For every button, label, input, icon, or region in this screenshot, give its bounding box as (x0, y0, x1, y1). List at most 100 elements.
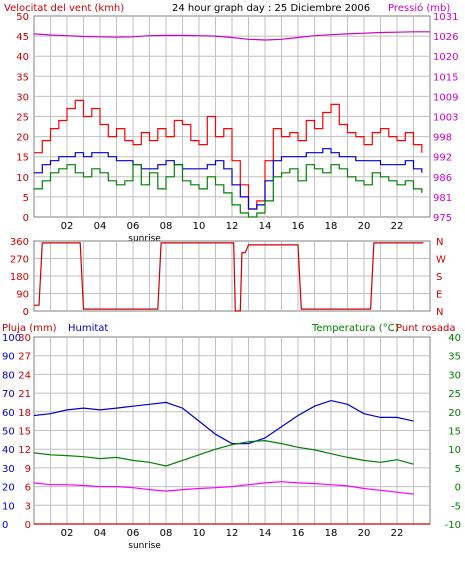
hour-tick-label: 10 (193, 221, 206, 232)
direction-tick-label: 0 (23, 307, 29, 318)
hour-tick-label: 02 (61, 528, 74, 539)
compass-tick-label: N (436, 307, 443, 318)
wind-tick-label: 10 (16, 173, 29, 184)
direction-tick-label: 90 (16, 290, 29, 301)
rain-tick-label: 0 (2, 520, 8, 531)
dewpoint-line (33, 481, 414, 495)
pressure-tick-label: 992 (433, 153, 452, 164)
hour-tick-label: 16 (292, 528, 305, 539)
hour-tick-label: 16 (292, 221, 305, 232)
rain-axis-title: Pluja (mm) (2, 323, 57, 334)
temperature-tick-label: 15 (448, 427, 461, 438)
temperature-axis-title: Temperatura (°C) (311, 323, 399, 334)
temperature-tick-label: 10 (448, 445, 461, 456)
hour-tick-label: 06 (127, 221, 140, 232)
humidity-tick-label: 0 (25, 520, 31, 531)
pressure-tick-label: 1003 (433, 113, 458, 124)
wind-pressure-panel: 0510152025303540455097598198699299810031… (16, 12, 458, 244)
temperature-tick-label: -10 (445, 520, 461, 531)
humidity-tick-label: 15 (18, 427, 31, 438)
wind-tick-label: 30 (16, 92, 29, 103)
humidity-temperature-panel: 0102030405060708090100036912151821242730… (2, 333, 461, 551)
wind-low-line (34, 164, 423, 218)
hour-tick-label: 04 (94, 528, 107, 539)
wind-tick-label: 45 (16, 32, 29, 43)
humidity-tick-label: 30 (18, 333, 31, 344)
temperature-tick-label: 40 (448, 333, 461, 344)
wind-average-line (34, 148, 423, 210)
humidity-axis-title: Humitat (68, 323, 108, 334)
hour-tick-label: 06 (127, 528, 140, 539)
wind-tick-label: 35 (16, 72, 29, 83)
compass-tick-label: W (436, 255, 446, 266)
wind-tick-label: 5 (23, 193, 29, 204)
hour-tick-label: 02 (61, 221, 74, 232)
temperature-tick-label: 20 (448, 408, 461, 419)
pressure-tick-label: 975 (433, 213, 452, 224)
pressure-tick-label: 1015 (433, 72, 458, 83)
rain-tick-label: 20 (2, 483, 15, 494)
wind-direction-line (34, 242, 424, 312)
pressure-tick-label: 1031 (433, 12, 458, 23)
rain-tick-label: 30 (2, 464, 15, 475)
compass-tick-label: S (436, 272, 442, 283)
pressure-tick-label: 1009 (433, 92, 458, 103)
rain-tick-label: 70 (2, 389, 15, 400)
hour-tick-label: 14 (259, 221, 272, 232)
hour-tick-label: 22 (391, 221, 404, 232)
rain-tick-label: 100 (2, 333, 21, 344)
direction-tick-label: 360 (10, 237, 29, 248)
hour-tick-label: 12 (226, 221, 239, 232)
hour-tick-label: 08 (160, 221, 173, 232)
pressure-tick-label: 1026 (433, 32, 458, 43)
wind-tick-label: 20 (16, 133, 29, 144)
pressure-axis-title: Pressió (mb) (388, 2, 450, 14)
temperature-tick-label: 30 (448, 370, 461, 381)
humidity-tick-label: 27 (18, 352, 31, 363)
rain-tick-label: 10 (2, 501, 15, 512)
humidity-line (33, 399, 414, 445)
sunrise-label: sunrise (128, 234, 161, 244)
wind-tick-label: 25 (16, 113, 29, 124)
hour-tick-label: 22 (391, 528, 404, 539)
wind-tick-label: 40 (16, 52, 29, 63)
rain-tick-label: 60 (2, 408, 15, 419)
wind-tick-label: 15 (16, 153, 29, 164)
sunrise-label: sunrise (128, 541, 161, 551)
rain-tick-label: 90 (2, 352, 15, 363)
wind-tick-label: 50 (16, 12, 29, 23)
temperature-tick-label: 25 (448, 389, 461, 400)
pressure-tick-label: 986 (433, 173, 452, 184)
dewpoint-axis-title: Punt rosada (396, 323, 455, 334)
wind-speed-line (34, 99, 423, 210)
hour-tick-label: 20 (358, 221, 371, 232)
hour-tick-label: 08 (160, 528, 173, 539)
temperature-tick-label: 5 (455, 464, 461, 475)
humidity-tick-label: 18 (18, 408, 31, 419)
hour-tick-label: 18 (325, 528, 338, 539)
wind-axis-title: Velocitat del vent (kmh) (4, 3, 124, 14)
rain-tick-label: 50 (2, 427, 15, 438)
compass-tick-label: E (436, 290, 442, 301)
direction-tick-label: 270 (10, 255, 29, 266)
direction-tick-label: 180 (10, 272, 29, 283)
graph-title: 24 hour graph day : 25 Diciembre 2006 (172, 3, 370, 14)
hour-tick-label: 14 (259, 528, 272, 539)
wind-tick-label: 0 (23, 213, 29, 224)
humidity-tick-label: 3 (25, 501, 31, 512)
pressure-line (33, 31, 430, 41)
compass-tick-label: N (436, 237, 443, 248)
hour-tick-label: 04 (94, 221, 107, 232)
rain-tick-label: 80 (2, 370, 15, 381)
pressure-tick-label: 981 (433, 193, 452, 204)
temperature-tick-label: 0 (455, 483, 461, 494)
hour-tick-label: 12 (226, 528, 239, 539)
humidity-tick-label: 6 (25, 483, 31, 494)
temperature-tick-label: -5 (451, 501, 461, 512)
temperature-tick-label: 35 (448, 352, 461, 363)
pressure-tick-label: 998 (433, 133, 452, 144)
hour-tick-label: 18 (325, 221, 338, 232)
